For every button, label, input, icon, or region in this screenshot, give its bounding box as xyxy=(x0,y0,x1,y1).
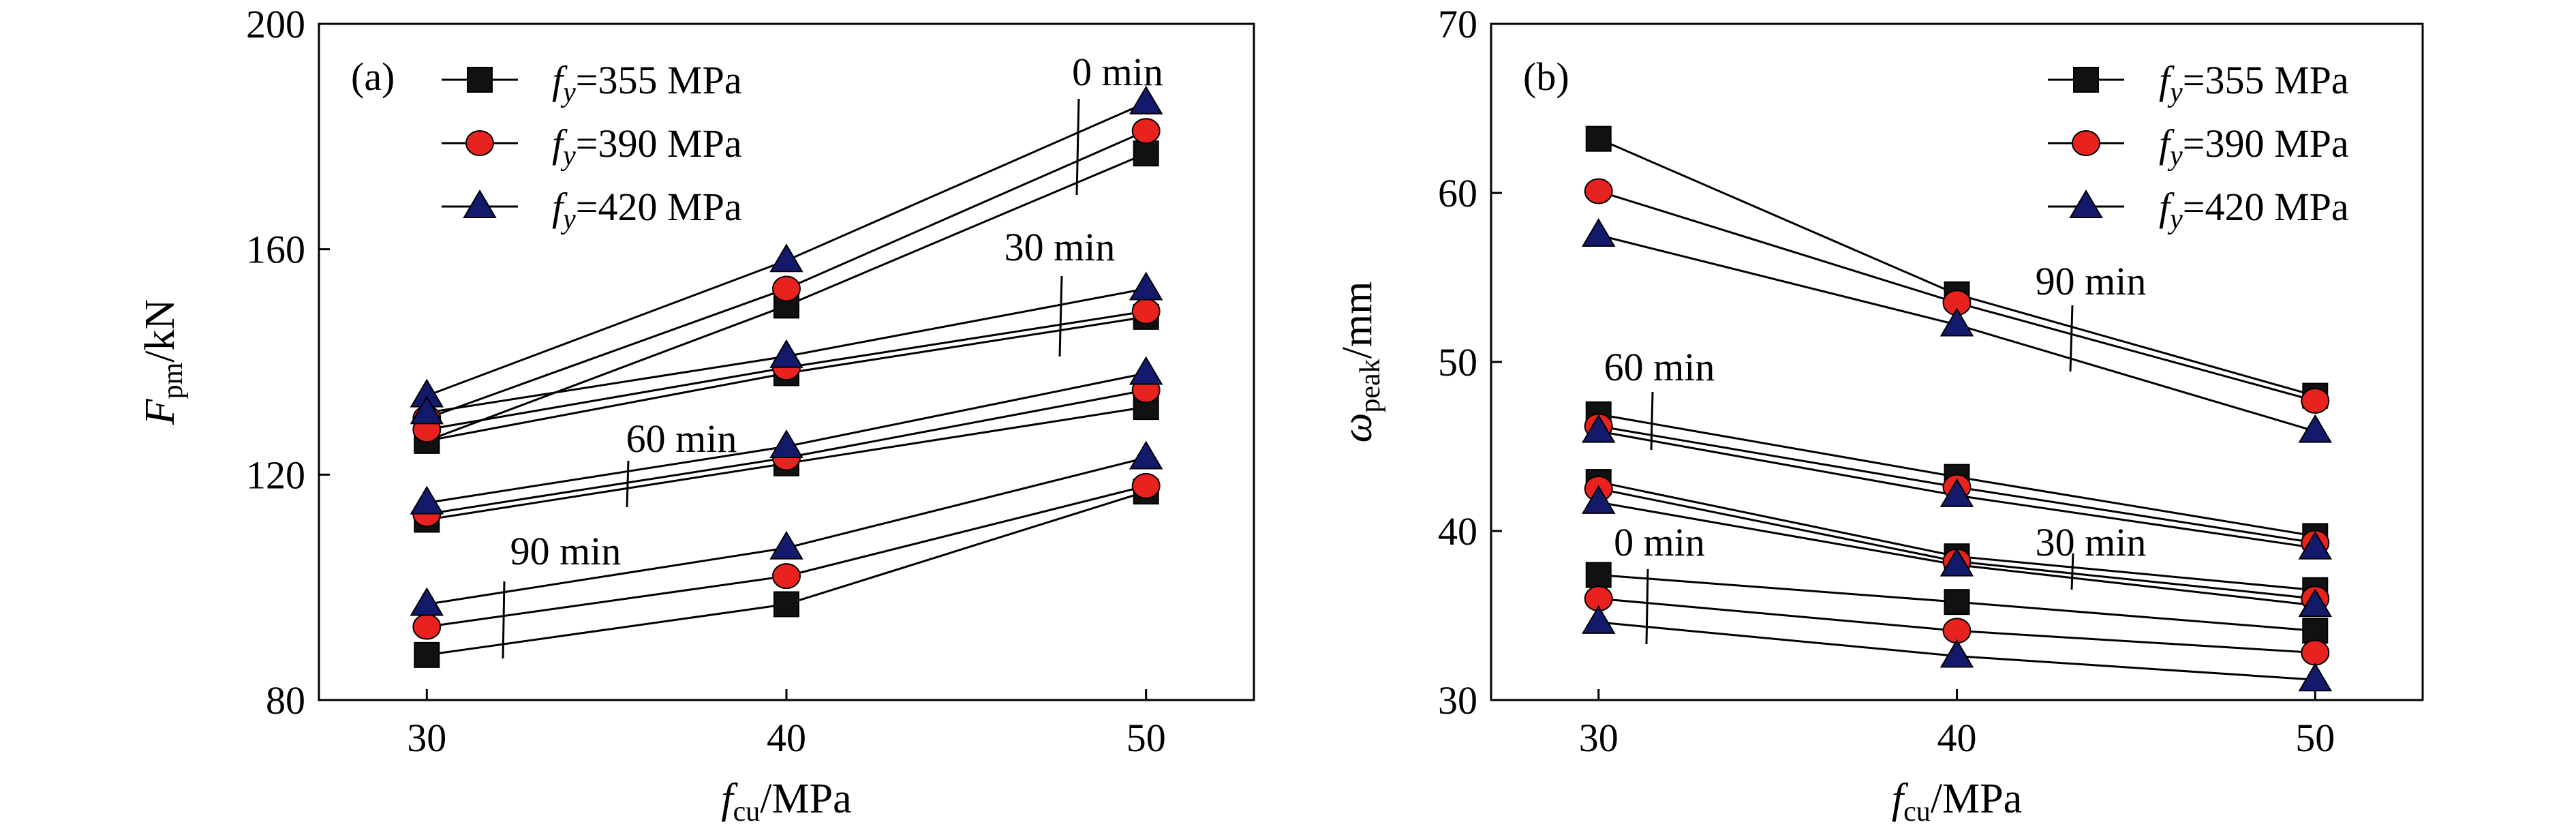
data-point-0min-fy355 xyxy=(1944,589,1970,616)
data-point-0min-fy355 xyxy=(1585,562,1612,588)
data-point-90min-fy355 xyxy=(773,591,799,618)
x-axis-title: fcu/MPa xyxy=(1892,776,2022,828)
data-point-0min-fy355 xyxy=(2302,618,2329,644)
legend-label: fy=355 MPa xyxy=(552,58,742,108)
x-tick-label: 30 xyxy=(407,716,446,760)
annotation-pointer xyxy=(2069,305,2074,372)
legend-label: fy=420 MPa xyxy=(2159,185,2349,235)
data-point-0min-fy420 xyxy=(1129,85,1163,115)
annotation-label: 0 min xyxy=(1072,50,1163,94)
data-point-60min-fy420 xyxy=(1939,478,1974,507)
panel-b: 30 40 50 60 70 30 40 50 fcu/MPa ωpeak/mm (b) 90 min… xyxy=(1334,2,2424,828)
panel-label: (a) xyxy=(351,55,395,99)
data-point-90min-fy420 xyxy=(1581,218,1616,247)
data-point-90min-fy390 xyxy=(1584,178,1613,204)
data-point-90min-fy355 xyxy=(414,641,440,668)
legend-label: fy=420 MPa xyxy=(552,185,742,235)
x-tick-label: 50 xyxy=(2295,716,2335,760)
legend-marker xyxy=(467,67,493,93)
annotation-label: 0 min xyxy=(1614,520,1705,564)
x-tick-label: 50 xyxy=(1126,716,1166,760)
annotation-pointer xyxy=(1075,98,1080,196)
y-axis-title: Fpm/kN xyxy=(137,299,189,426)
data-point-60min-fy420 xyxy=(2298,530,2333,560)
data-point-30min-fy420 xyxy=(2298,588,2333,618)
panel-a: 80 120 160 200 30 40 50 fcu/MPa Fpm/kN (a) 0 min 30… xyxy=(137,2,1255,828)
data-point-0min-fy420 xyxy=(1581,605,1616,634)
annotation-pointer xyxy=(2070,553,2074,590)
data-point-0min-fy355 xyxy=(1133,140,1159,167)
x-tick-label: 40 xyxy=(1937,716,1977,760)
annotation-label: 90 min xyxy=(510,529,622,573)
y-tick-label: 70 xyxy=(1438,2,1477,46)
data-point-90min-fy420 xyxy=(410,587,444,616)
annotation-pointer xyxy=(502,581,506,659)
annotation-label: 60 min xyxy=(1604,345,1715,389)
annotation-label: 30 min xyxy=(2036,520,2147,564)
data-point-90min-fy420 xyxy=(2298,414,2333,443)
legend-marker xyxy=(463,189,497,218)
legend-marker xyxy=(2073,67,2099,93)
data-point-30min-fy420 xyxy=(1129,271,1163,301)
y-axis-title: ωpeak/mm xyxy=(1334,282,1386,443)
series-markers xyxy=(410,85,1163,668)
y-tick-label: 80 xyxy=(266,678,305,723)
data-point-90min-fy390 xyxy=(1131,472,1161,499)
legend-label: fy=390 MPa xyxy=(552,121,742,172)
annotation-pointer xyxy=(1645,568,1649,645)
y-tick-label: 200 xyxy=(246,2,305,46)
legend-label: fy=355 MPa xyxy=(2159,58,2349,108)
data-point-0min-fy420 xyxy=(769,243,803,273)
data-point-30min-fy420 xyxy=(769,339,803,368)
data-point-60min-fy420 xyxy=(769,429,803,458)
x-tick-label: 40 xyxy=(767,716,806,760)
data-point-90min-fy390 xyxy=(412,613,442,640)
y-tick-label: 50 xyxy=(1438,340,1477,384)
annotation-pointer xyxy=(1058,275,1063,357)
legend-label: fy=390 MPa xyxy=(2159,121,2349,172)
annotation-pointer xyxy=(626,460,630,508)
panel-label: (b) xyxy=(1523,55,1569,99)
data-point-30min-fy420 xyxy=(1581,485,1616,514)
data-point-60min-fy420 xyxy=(410,485,444,515)
data-point-0min-fy390 xyxy=(772,275,801,302)
annotation-pointer xyxy=(1650,391,1654,451)
data-point-90min-fy420 xyxy=(1939,307,1974,337)
legend-marker xyxy=(2069,189,2103,218)
data-point-0min-fy390 xyxy=(1131,118,1161,145)
data-point-30min-fy420 xyxy=(410,395,444,425)
x-tick-label: 30 xyxy=(1579,716,1619,760)
data-point-60min-fy420 xyxy=(1581,414,1616,443)
data-point-90min-fy420 xyxy=(1129,440,1163,470)
legend-marker xyxy=(2072,130,2100,156)
data-point-90min-fy390 xyxy=(772,563,801,590)
legend-marker xyxy=(465,130,494,156)
legend: fy=355 MPa fy=390 MPa fy=420 MPa xyxy=(442,58,742,235)
data-point-0min-fy420 xyxy=(2298,663,2333,692)
annotation-label: 60 min xyxy=(626,416,737,461)
data-point-90min-fy390 xyxy=(2301,388,2330,414)
y-tick-label: 160 xyxy=(246,228,305,272)
data-point-60min-fy420 xyxy=(1129,356,1163,385)
data-point-0min-fy390 xyxy=(2301,639,2330,666)
data-point-90min-fy355 xyxy=(1585,125,1612,152)
annotation-label: 90 min xyxy=(2036,259,2147,303)
data-point-90min-fy420 xyxy=(769,530,803,560)
legend: fy=355 MPa fy=390 MPa fy=420 MPa xyxy=(2048,58,2349,235)
y-tick-label: 120 xyxy=(246,453,305,497)
data-point-0min-fy420 xyxy=(1939,639,1974,668)
data-point-30min-fy390 xyxy=(1131,298,1161,324)
x-axis-title: fcu/MPa xyxy=(721,776,851,828)
y-tick-label: 30 xyxy=(1438,678,1477,723)
y-tick-label: 60 xyxy=(1438,171,1477,215)
series-markers xyxy=(1581,125,2333,692)
data-point-30min-fy420 xyxy=(1939,547,1974,577)
annotation-label: 30 min xyxy=(1005,225,1116,269)
y-tick-label: 40 xyxy=(1438,509,1477,553)
